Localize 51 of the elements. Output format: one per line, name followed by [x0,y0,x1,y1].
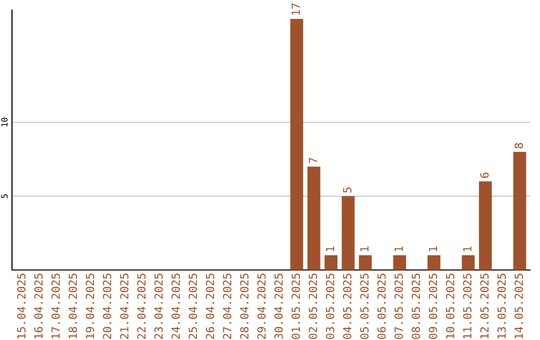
x-tick-label: 23.04.2025 [154,274,163,339]
x-tick-label: 21.04.2025 [120,274,128,339]
bar [342,196,355,270]
x-tick-label: 15.04.2025 [17,274,26,338]
x-tick-label: 27.04.2025 [222,274,232,339]
data-label: 1 [326,246,334,252]
data-label: 7 [308,158,317,164]
data-label: 1 [394,246,403,252]
bar [513,152,526,270]
data-label: 1 [428,246,438,252]
x-tick-label: 20.04.2025 [102,274,112,339]
x-tick-label: 03.05.2025 [326,274,334,339]
x-tick-label: 09.05.2025 [428,274,438,339]
x-tick-label: 25.04.2025 [188,274,198,339]
data-label: 5 [343,188,352,193]
bar [478,181,492,270]
x-tick-label: 28.04.2025 [240,274,249,339]
x-tick-label: 04.05.2025 [343,274,352,339]
x-tick-label: 30.04.2025 [274,274,283,339]
data-label: 6 [480,172,489,178]
bar [307,166,320,270]
x-tick-label: 19.04.2025 [86,274,94,338]
x-tick-label: 01.05.2025 [292,274,300,339]
data-label: 8 [514,143,523,148]
x-tick-label: 16.04.2025 [34,274,43,338]
bar [290,18,304,270]
y-tick-label: 10 [1,118,8,126]
x-tick-label: 22.04.2025 [137,274,146,339]
x-tick-label: 17.04.2025 [51,274,60,338]
bar [324,255,338,270]
x-tick-label: 10.05.2025 [446,274,454,338]
x-tick-label: 02.05.2025 [308,274,318,339]
x-tick-label: 05.05.2025 [360,274,369,339]
x-tick-label: 18.04.2025 [68,274,77,338]
bar [462,255,475,270]
data-label: 1 [360,246,368,252]
x-tick-label: 14.05.2025 [514,274,523,338]
x-tick-label: 11.05.2025 [463,274,472,338]
bar [428,255,440,270]
x-tick-label: 13.05.2025 [497,274,506,338]
x-tick-label: 07.05.2025 [394,274,403,339]
x-tick-label: 24.04.2025 [172,274,180,339]
bar [358,255,372,270]
bar [393,255,406,270]
data-label: 17 [292,4,300,15]
x-tick-label: 26.04.2025 [206,274,214,339]
x-tick-label: 06.05.2025 [377,274,386,339]
data-label: 1 [463,246,472,252]
x-tick-label: 08.05.2025 [412,274,420,339]
x-tick-label: 12.05.2025 [480,274,489,338]
x-tick-label: 29.04.2025 [257,274,266,339]
